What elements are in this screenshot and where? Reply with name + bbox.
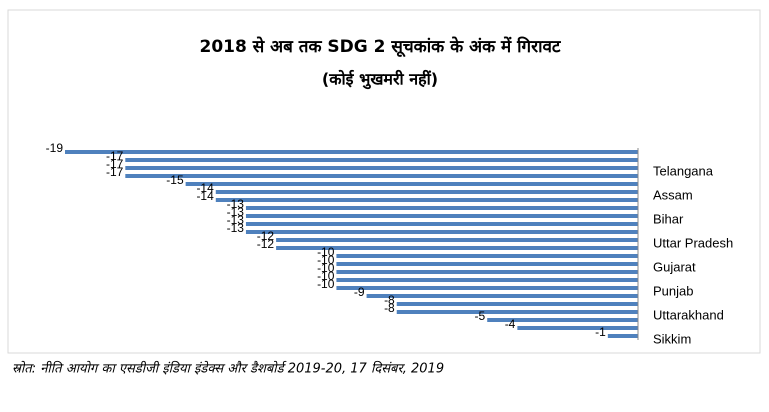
bar [336, 286, 638, 290]
value-label: -10 [317, 245, 335, 259]
bar [245, 214, 638, 218]
value-label: -19 [46, 141, 64, 155]
bar [336, 278, 638, 282]
value-label: -17 [106, 165, 124, 179]
category-label: Punjab [653, 283, 693, 298]
bar [336, 262, 638, 266]
value-label: -13 [227, 213, 245, 227]
bar [517, 326, 638, 330]
value-label: -10 [317, 261, 335, 275]
value-label: -17 [106, 149, 124, 163]
category-label: Sikkim [653, 331, 691, 346]
value-label: -8 [384, 293, 395, 307]
value-label: -14 [196, 189, 214, 203]
bar [245, 206, 638, 210]
value-label: -12 [257, 229, 275, 243]
category-label: Bihar [653, 211, 684, 226]
bar [215, 198, 638, 202]
bar [185, 182, 638, 186]
value-label: -14 [196, 181, 214, 195]
bar [65, 150, 638, 154]
bar [125, 158, 638, 162]
value-label: -13 [227, 221, 245, 235]
category-label: Telangana [653, 163, 714, 178]
bar [276, 238, 638, 242]
bar [607, 334, 638, 338]
value-label: -15 [166, 173, 184, 187]
value-label: -9 [354, 285, 365, 299]
chart-border [7, 9, 761, 354]
value-label: -10 [317, 269, 335, 283]
category-label: Assam [653, 187, 693, 202]
value-label: -5 [475, 309, 486, 323]
bar [125, 174, 638, 178]
bar [276, 246, 638, 250]
category-label: Gujarat [653, 259, 696, 274]
value-label: -8 [384, 301, 395, 315]
category-label: Uttar Pradesh [653, 235, 733, 250]
bar [366, 294, 638, 298]
category-label: Uttarakhand [653, 307, 724, 322]
chart-subtitle: (कोई भुखमरी नहीं) [322, 70, 438, 90]
bar [487, 318, 638, 322]
bar [396, 302, 638, 306]
value-label: -13 [227, 205, 245, 219]
value-label: -4 [505, 317, 516, 331]
bar [245, 222, 638, 226]
value-label: -10 [317, 253, 335, 267]
value-label: -17 [106, 157, 124, 171]
bar [336, 254, 638, 258]
source-note: स्रोत: नीति आयोग का एसडीजी इंडिया इंडेक्… [12, 361, 444, 377]
chart-title: 2018 से अब तक SDG 2 सूचकांक के अंक में ग… [200, 36, 562, 58]
bar [215, 190, 638, 194]
value-label: -13 [227, 197, 245, 211]
bar [396, 310, 638, 314]
bar [245, 230, 638, 234]
value-label: -10 [317, 277, 335, 291]
bar [336, 270, 638, 274]
bar [125, 166, 638, 170]
value-label: -12 [257, 237, 275, 251]
value-label: -1 [595, 325, 606, 339]
